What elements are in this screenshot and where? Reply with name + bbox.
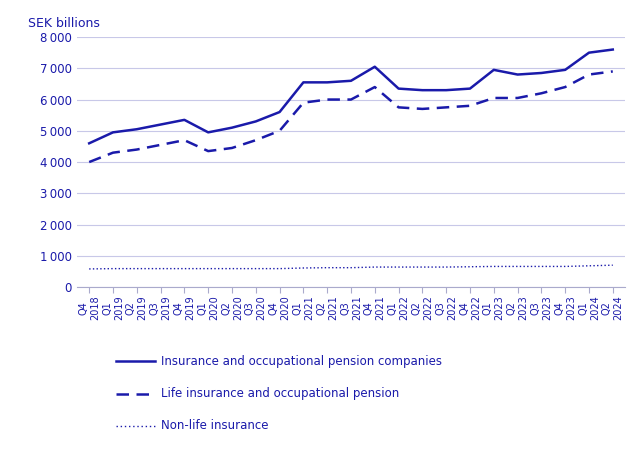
- Life insurance and occupational pension: [133, 147, 140, 152]
- Life insurance and occupational pension: [299, 100, 307, 106]
- Insurance and occupational pension companies: [228, 125, 236, 131]
- Life insurance and occupational pension: [323, 97, 331, 102]
- Life insurance and occupational pension: [347, 97, 355, 102]
- Line: Life insurance and occupational pension: Life insurance and occupational pension: [89, 71, 613, 162]
- Life insurance and occupational pension: [371, 84, 379, 90]
- Insurance and occupational pension companies: [204, 130, 212, 135]
- Non-life insurance: [204, 266, 212, 271]
- Life insurance and occupational pension: [156, 142, 164, 148]
- Life insurance and occupational pension: [276, 128, 283, 133]
- Life insurance and occupational pension: [490, 95, 498, 101]
- Insurance and occupational pension companies: [609, 47, 617, 52]
- Insurance and occupational pension companies: [466, 86, 474, 91]
- Text: Non-life insurance: Non-life insurance: [161, 419, 269, 432]
- Non-life insurance: [419, 264, 426, 270]
- Life insurance and occupational pension: [419, 106, 426, 112]
- Non-life insurance: [156, 266, 164, 271]
- Life insurance and occupational pension: [514, 95, 522, 101]
- Non-life insurance: [85, 266, 93, 272]
- Life insurance and occupational pension: [228, 145, 236, 151]
- Life insurance and occupational pension: [585, 72, 593, 77]
- Non-life insurance: [442, 264, 450, 270]
- Non-life insurance: [490, 263, 498, 269]
- Non-life insurance: [514, 263, 522, 269]
- Life insurance and occupational pension: [538, 90, 545, 96]
- Non-life insurance: [133, 266, 140, 271]
- Insurance and occupational pension companies: [371, 64, 379, 69]
- Insurance and occupational pension companies: [133, 126, 140, 132]
- Non-life insurance: [609, 263, 617, 268]
- Insurance and occupational pension companies: [323, 80, 331, 85]
- Insurance and occupational pension companies: [347, 78, 355, 83]
- Life insurance and occupational pension: [395, 105, 402, 110]
- Life insurance and occupational pension: [204, 148, 212, 154]
- Non-life insurance: [109, 266, 117, 271]
- Non-life insurance: [299, 265, 307, 271]
- Text: Insurance and occupational pension companies: Insurance and occupational pension compa…: [161, 355, 442, 368]
- Life insurance and occupational pension: [609, 69, 617, 74]
- Insurance and occupational pension companies: [514, 72, 522, 77]
- Insurance and occupational pension companies: [156, 122, 164, 127]
- Insurance and occupational pension companies: [442, 88, 450, 93]
- Life insurance and occupational pension: [466, 103, 474, 108]
- Non-life insurance: [538, 263, 545, 269]
- Insurance and occupational pension companies: [585, 50, 593, 56]
- Insurance and occupational pension companies: [85, 140, 93, 146]
- Life insurance and occupational pension: [252, 138, 260, 143]
- Text: Life insurance and occupational pension: Life insurance and occupational pension: [161, 387, 399, 400]
- Non-life insurance: [371, 264, 379, 270]
- Insurance and occupational pension companies: [395, 86, 402, 91]
- Insurance and occupational pension companies: [490, 67, 498, 73]
- Non-life insurance: [585, 263, 593, 269]
- Non-life insurance: [323, 265, 331, 270]
- Life insurance and occupational pension: [442, 105, 450, 110]
- Line: Insurance and occupational pension companies: Insurance and occupational pension compa…: [89, 50, 613, 143]
- Insurance and occupational pension companies: [180, 117, 188, 123]
- Life insurance and occupational pension: [109, 150, 117, 156]
- Non-life insurance: [562, 263, 569, 269]
- Non-life insurance: [252, 266, 260, 271]
- Insurance and occupational pension companies: [419, 88, 426, 93]
- Non-life insurance: [466, 264, 474, 269]
- Life insurance and occupational pension: [180, 138, 188, 143]
- Insurance and occupational pension companies: [109, 130, 117, 135]
- Insurance and occupational pension companies: [276, 109, 283, 115]
- Insurance and occupational pension companies: [538, 70, 545, 76]
- Non-life insurance: [228, 266, 236, 271]
- Line: Non-life insurance: Non-life insurance: [89, 265, 613, 269]
- Non-life insurance: [347, 265, 355, 270]
- Non-life insurance: [180, 266, 188, 271]
- Life insurance and occupational pension: [85, 159, 93, 165]
- Text: SEK billions: SEK billions: [28, 17, 100, 30]
- Non-life insurance: [395, 264, 402, 270]
- Life insurance and occupational pension: [562, 84, 569, 90]
- Non-life insurance: [276, 266, 283, 271]
- Insurance and occupational pension companies: [252, 119, 260, 124]
- Insurance and occupational pension companies: [299, 80, 307, 85]
- Insurance and occupational pension companies: [562, 67, 569, 73]
